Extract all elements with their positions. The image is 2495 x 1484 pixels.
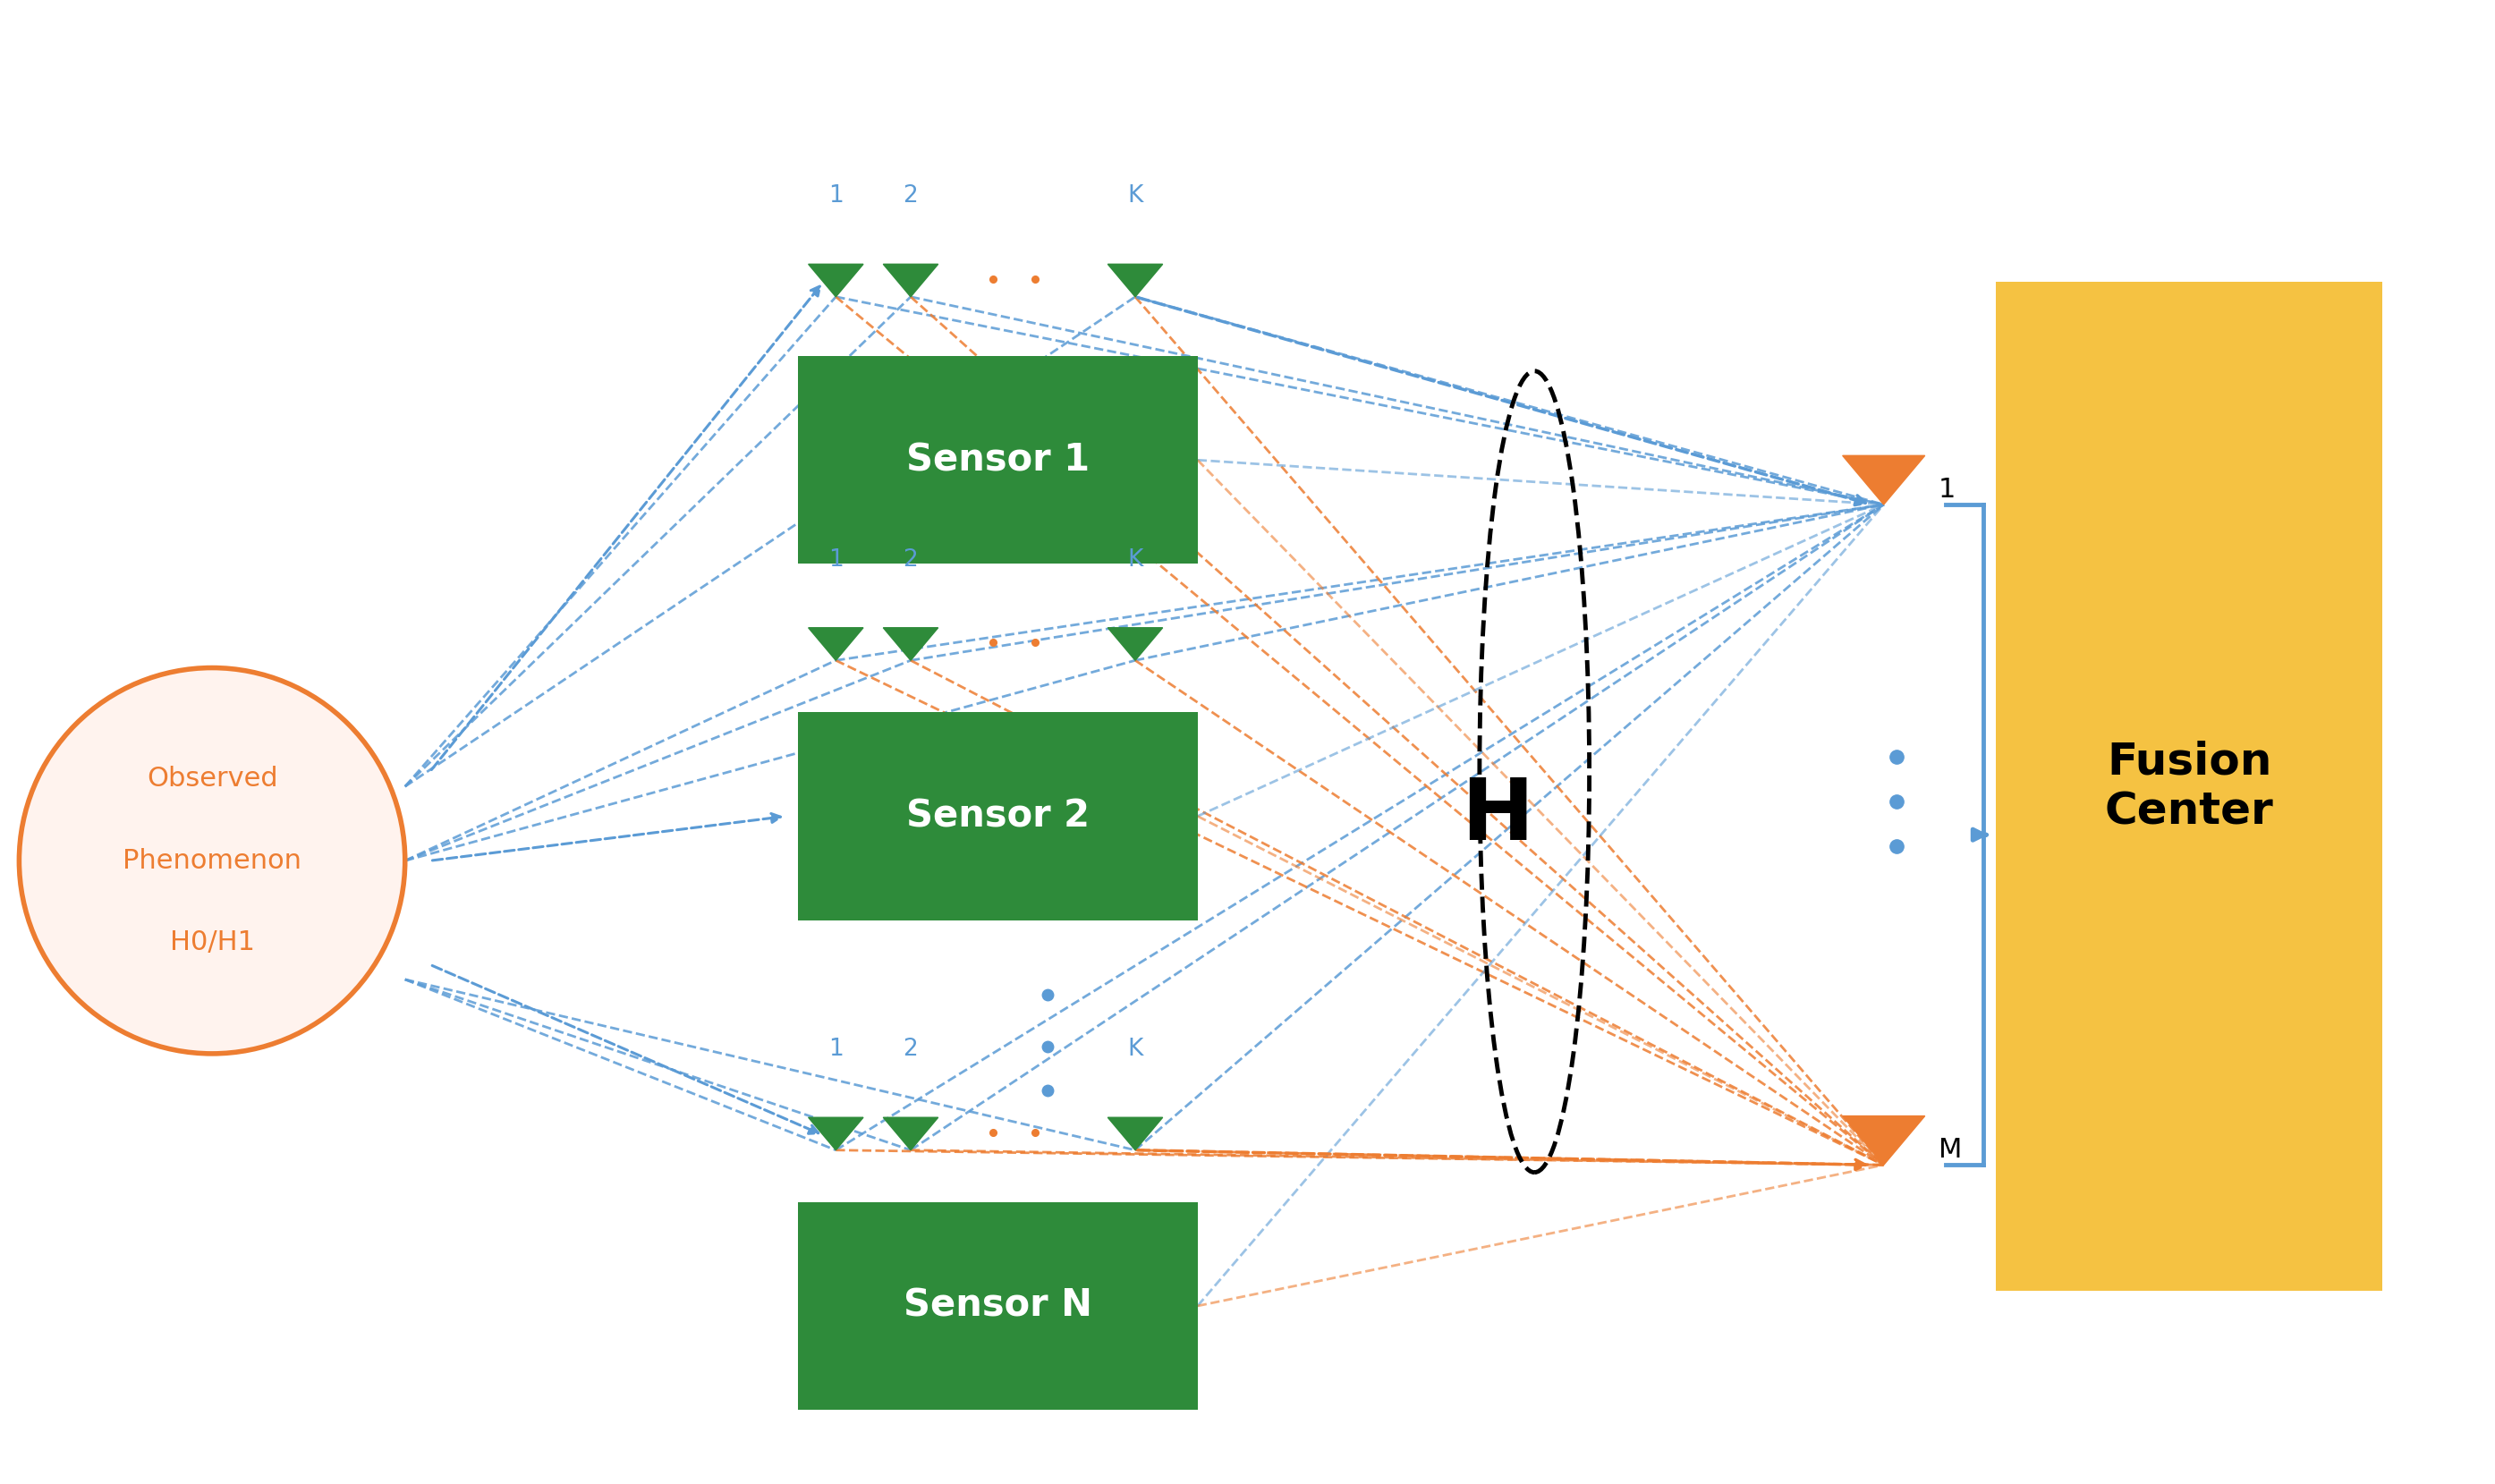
- Polygon shape: [808, 264, 863, 297]
- Polygon shape: [1108, 1117, 1163, 1150]
- Polygon shape: [1108, 628, 1163, 660]
- Polygon shape: [883, 628, 938, 660]
- Text: Observed: Observed: [147, 766, 277, 792]
- Text: K: K: [1128, 1037, 1143, 1061]
- Text: 1: 1: [828, 548, 843, 571]
- Polygon shape: [883, 264, 938, 297]
- Text: 1: 1: [828, 1037, 843, 1061]
- Polygon shape: [1108, 264, 1163, 297]
- Text: 2: 2: [903, 1037, 918, 1061]
- Text: M: M: [1939, 1137, 1961, 1163]
- Text: Sensor 1: Sensor 1: [906, 441, 1090, 479]
- Polygon shape: [808, 628, 863, 660]
- Text: H0/H1: H0/H1: [170, 929, 254, 956]
- FancyBboxPatch shape: [1996, 282, 2383, 1291]
- Text: Sensor 2: Sensor 2: [906, 797, 1090, 835]
- Polygon shape: [1841, 456, 1926, 505]
- Text: Sensor N: Sensor N: [903, 1287, 1093, 1325]
- Polygon shape: [1841, 1116, 1926, 1165]
- Text: 1: 1: [828, 184, 843, 208]
- Text: Fusion
Center: Fusion Center: [2106, 741, 2273, 833]
- Text: K: K: [1128, 184, 1143, 208]
- Text: 1: 1: [1939, 476, 1956, 503]
- FancyBboxPatch shape: [798, 1202, 1198, 1410]
- Text: 2: 2: [903, 548, 918, 571]
- Polygon shape: [808, 1117, 863, 1150]
- FancyBboxPatch shape: [798, 712, 1198, 920]
- FancyBboxPatch shape: [798, 356, 1198, 564]
- Ellipse shape: [20, 668, 404, 1054]
- Text: Phenomenon: Phenomenon: [122, 847, 302, 874]
- Text: H: H: [1460, 775, 1534, 858]
- Polygon shape: [883, 1117, 938, 1150]
- Text: K: K: [1128, 548, 1143, 571]
- Text: 2: 2: [903, 184, 918, 208]
